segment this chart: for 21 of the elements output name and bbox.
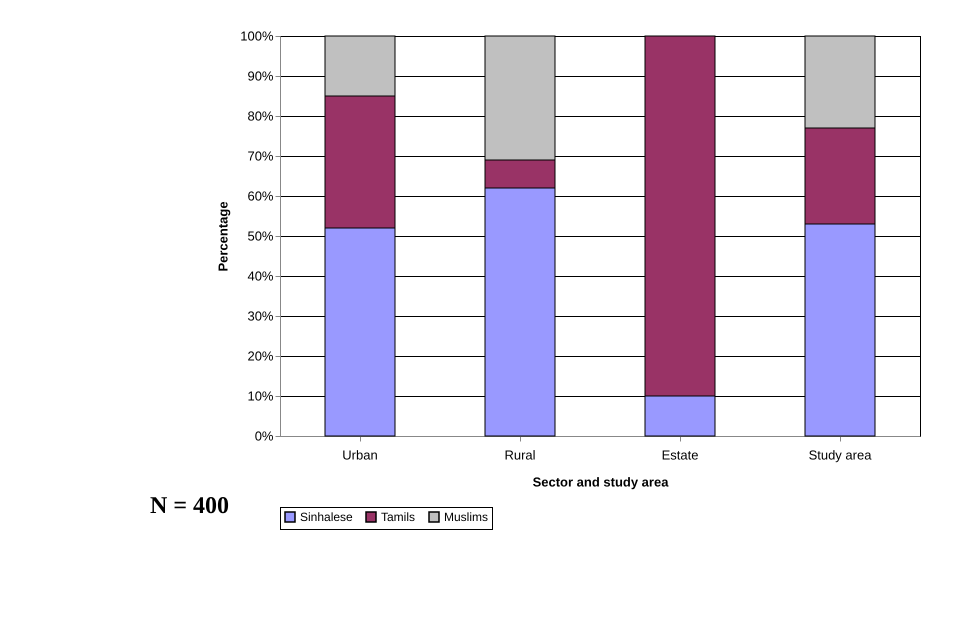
y-tick-label: 10%: [247, 388, 274, 404]
y-tick-label: 60%: [247, 188, 274, 204]
y-axis-title: Percentage: [215, 201, 230, 272]
y-tick-label: 30%: [247, 308, 274, 324]
y-tick-label: 40%: [247, 268, 274, 284]
y-tick-label: 50%: [247, 228, 274, 244]
y-tick-label: 70%: [247, 148, 274, 164]
legend-label: Muslims: [444, 510, 488, 524]
y-tick-label: 90%: [247, 68, 274, 84]
legend-label: Tamils: [381, 510, 416, 524]
x-tick-label: Urban: [342, 448, 378, 462]
x-axis-title: Sector and study area: [532, 474, 670, 490]
x-tick-label: Estate: [662, 448, 698, 462]
legend-label: Sinhalese: [300, 510, 354, 524]
y-tick-label: 0%: [254, 428, 274, 444]
y-tick-label: 80%: [247, 108, 274, 124]
x-tick-label: Rural: [504, 448, 536, 462]
y-tick-label: 20%: [247, 348, 274, 364]
x-tick-label: Study area: [808, 448, 872, 462]
y-tick-label: 100%: [240, 28, 274, 44]
text: N = 400: [150, 493, 230, 519]
